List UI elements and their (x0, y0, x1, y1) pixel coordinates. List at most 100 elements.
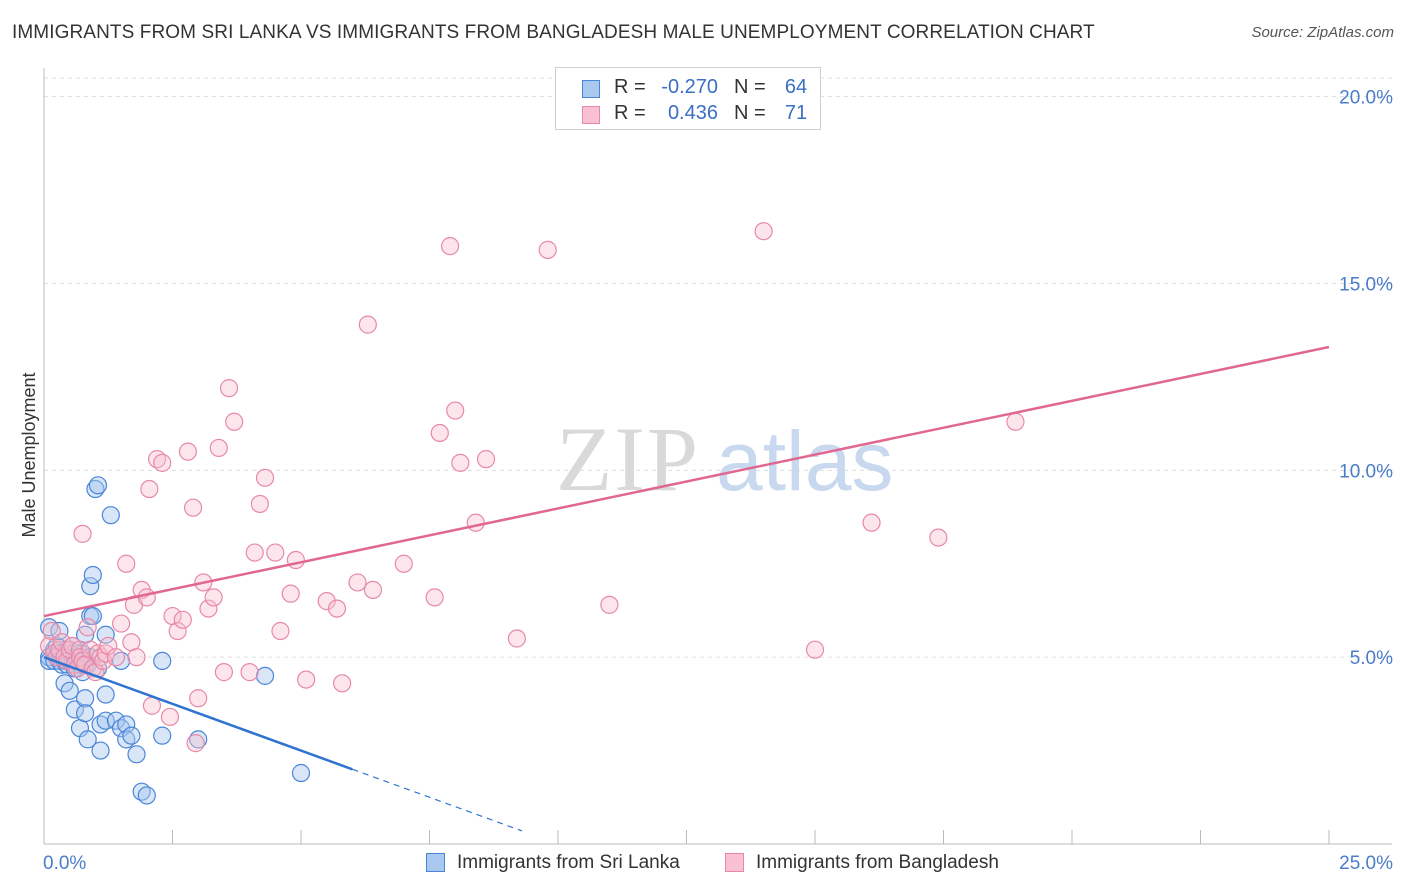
watermark: ZIP atlas (556, 408, 893, 510)
x-tick-label-max: 25.0% (1339, 853, 1393, 874)
bangladesh-point (73, 524, 92, 543)
bangladesh-point (266, 543, 285, 562)
bangladesh-point (78, 618, 97, 637)
sri-lanka-trend-extension (352, 768, 523, 832)
bangladesh-point (425, 588, 444, 607)
sri-lanka-point (137, 786, 156, 805)
bangladesh-trend-line (43, 345, 1330, 618)
bangladesh-point (805, 640, 825, 659)
bottom-legend-label-sri-lanka: Immigrants from Sri Lanka (457, 852, 680, 873)
sri-lanka-point (78, 730, 97, 749)
bangladesh-point (446, 401, 465, 420)
bangladesh-point (271, 621, 290, 641)
bangladesh-point (600, 595, 619, 614)
bottom-legend-swatch-bangladesh (725, 853, 744, 872)
bangladesh-point (394, 554, 413, 573)
legend-n-label: N = (734, 102, 766, 124)
axis-layer (43, 68, 1392, 845)
bangladesh-point (183, 498, 203, 517)
legend-swatch-sri-lanka (582, 80, 600, 98)
watermark-atlas: atlas (716, 414, 893, 508)
bangladesh-point (363, 580, 383, 600)
bangladesh-point (52, 633, 72, 652)
trend-lines (43, 345, 1330, 832)
sri-lanka-point (96, 711, 115, 730)
sri-lanka-point (153, 651, 172, 671)
bangladesh-point (862, 513, 881, 532)
bangladesh-point (538, 240, 557, 259)
bangladesh-point (140, 479, 159, 499)
bangladesh-point (297, 670, 316, 689)
bangladesh-point (255, 468, 275, 487)
bangladesh-point (106, 648, 126, 667)
bangladesh-point (214, 663, 233, 682)
bangladesh-point (286, 550, 305, 570)
bangladesh-point (240, 663, 259, 682)
sri-lanka-point (83, 606, 102, 626)
legend-n-value: 71 (784, 102, 808, 124)
bangladesh-point (476, 450, 496, 469)
bangladesh-point (178, 442, 198, 461)
legend-r-label: R = (614, 102, 646, 124)
bangladesh-point (358, 315, 377, 334)
bangladesh-point (327, 599, 347, 618)
x-tick-label-min: 0.0% (43, 853, 86, 874)
y-tick-label: 15.0% (1339, 275, 1393, 296)
legend-n-value: 64 (784, 76, 808, 98)
bangladesh-point (440, 237, 460, 256)
bangladesh-point (173, 610, 192, 629)
legend-r-label: R = (614, 76, 646, 98)
sri-lanka-point (96, 625, 115, 644)
sri-lanka-point (65, 700, 84, 719)
bangladesh-point (96, 644, 115, 663)
bangladesh-point (250, 494, 269, 514)
legend-r-value: 0.436 (667, 102, 718, 124)
bangladesh-point (42, 621, 61, 641)
bangladesh-point (111, 614, 131, 633)
source-label: Source: ZipAtlas.com (1251, 24, 1394, 41)
sri-lanka-point (88, 476, 108, 495)
sri-lanka-point (291, 763, 311, 783)
y-axis-title: Male Unemployment (19, 372, 39, 537)
bangladesh-point (348, 573, 367, 592)
bangladesh-point (225, 412, 244, 431)
sri-lanka-point (50, 621, 69, 641)
bangladesh-point (209, 438, 228, 458)
sri-lanka-point (76, 689, 95, 708)
bangladesh-point (466, 513, 485, 532)
bangladesh-point (153, 453, 172, 472)
sri-lanka-point (101, 506, 120, 525)
bangladesh-point (929, 528, 948, 547)
bangladesh-point (137, 588, 156, 607)
legend-n-label: N = (734, 76, 766, 98)
bangladesh-point (1006, 412, 1025, 431)
sri-lanka-point (60, 681, 79, 700)
bangladesh-point (189, 689, 208, 708)
y-tick-label: 10.0% (1339, 461, 1393, 482)
bangladesh-point (333, 674, 352, 693)
bottom-legend-swatch-sri-lanka (426, 853, 445, 872)
sri-lanka-point (81, 577, 100, 596)
y-tick-label: 5.0% (1350, 648, 1393, 669)
bangladesh-point (430, 423, 449, 443)
sri-lanka-point (255, 666, 275, 685)
bangladesh-point (245, 543, 264, 562)
bangladesh-point (317, 592, 336, 611)
bangladesh-point (219, 379, 239, 398)
bangladesh-point (127, 648, 146, 667)
bangladesh-point (507, 629, 526, 648)
sri-lanka-point (122, 726, 141, 745)
grid-layer: 5.0% 10.0% 15.0% 20.0% (44, 77, 1393, 669)
sri-lanka-point (117, 715, 136, 734)
bangladesh-point (204, 588, 223, 607)
y-tick-label: 20.0% (1339, 88, 1393, 109)
bangladesh-point (168, 621, 187, 641)
bangladesh-point (451, 453, 470, 472)
legend-swatch-bangladesh (582, 106, 600, 124)
bangladesh-point (186, 734, 205, 753)
chart-title: IMMIGRANTS FROM SRI LANKA VS IMMIGRANTS … (12, 22, 1095, 43)
legend-r-value: -0.270 (661, 76, 718, 98)
sri-lanka-point (153, 726, 172, 745)
sri-lanka-point (76, 704, 95, 723)
